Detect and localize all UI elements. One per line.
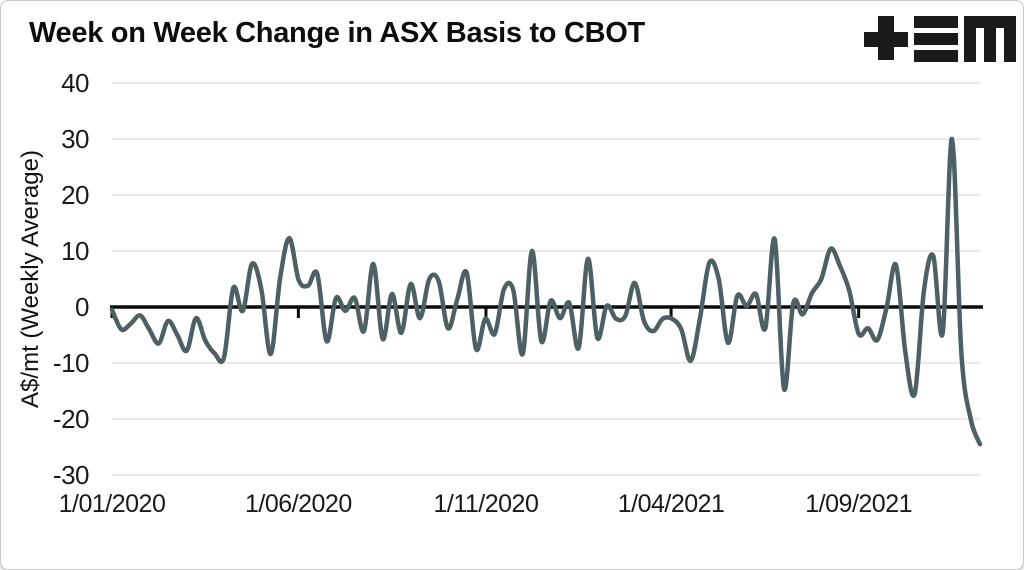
x-tick-label: 1/01/2020 xyxy=(59,490,166,518)
y-axis-label: A$/mt (Weekly Average) xyxy=(17,150,44,408)
y-tick-label: 0 xyxy=(75,292,89,322)
y-tick-label: -10 xyxy=(53,348,89,378)
x-tick-label: 1/11/2020 xyxy=(433,490,538,518)
y-tick-label: -20 xyxy=(53,404,89,434)
tem-logo-glyphs xyxy=(864,16,1016,62)
series-line xyxy=(109,136,983,447)
y-tick-label: 10 xyxy=(61,236,89,266)
y-tick-label: -30 xyxy=(53,460,89,490)
y-tick-label: 20 xyxy=(61,180,89,210)
x-tick-label: 1/06/2020 xyxy=(245,490,352,518)
x-tick-label: 1/04/2021 xyxy=(618,490,725,518)
chart-title: Week on Week Change in ASX Basis to CBOT xyxy=(29,17,645,49)
y-tick-label: 30 xyxy=(61,124,89,154)
y-tick-label: 40 xyxy=(61,68,89,98)
tem-logo-icon xyxy=(864,16,1016,62)
x-tick-label: 1/09/2021 xyxy=(805,490,912,518)
